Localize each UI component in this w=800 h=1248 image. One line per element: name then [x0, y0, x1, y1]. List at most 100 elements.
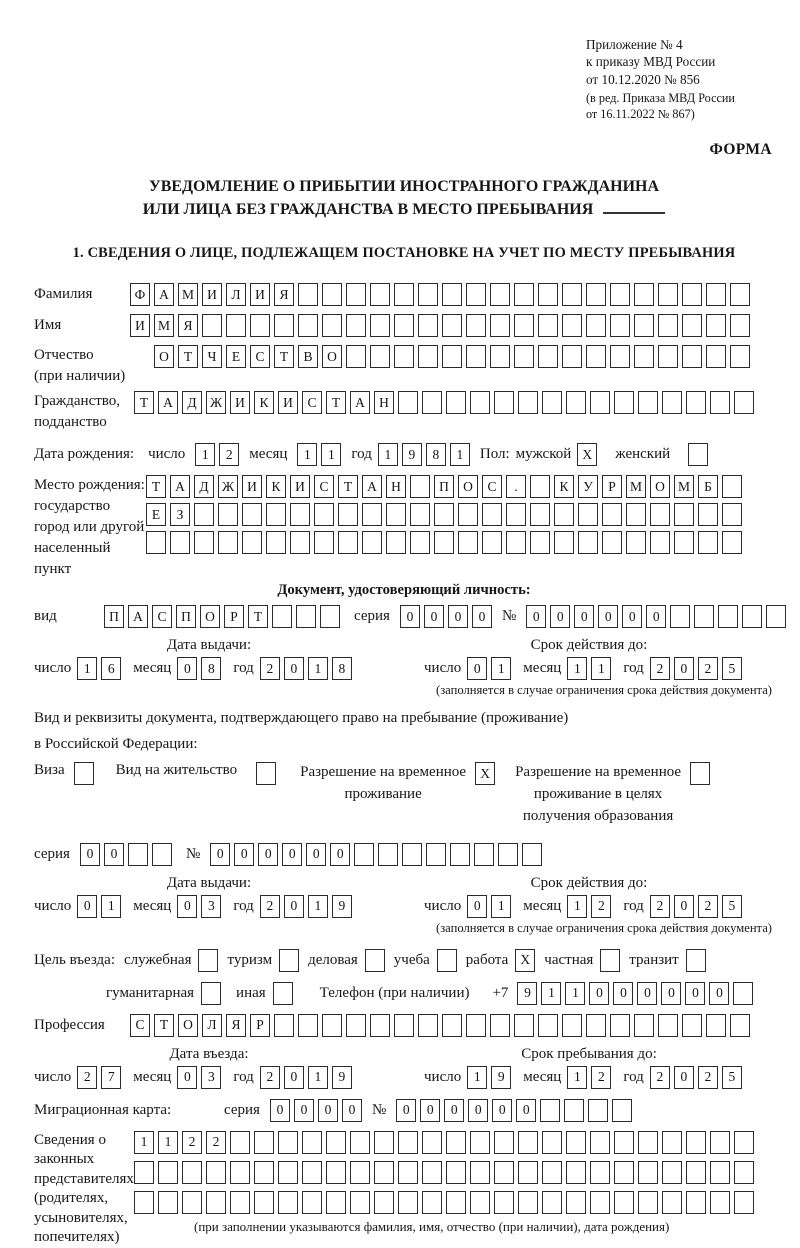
char-cell[interactable]: 0: [77, 894, 98, 918]
char-cell[interactable]: 0: [447, 605, 468, 629]
char-cell[interactable]: 8: [331, 657, 352, 681]
char-cell[interactable]: 6: [101, 657, 122, 681]
char-cell[interactable]: [134, 1190, 154, 1214]
char-cell[interactable]: 0: [283, 657, 304, 681]
char-cell[interactable]: [266, 503, 286, 527]
char-cell[interactable]: 5: [721, 657, 742, 681]
char-cell[interactable]: [242, 503, 262, 527]
char-cell[interactable]: Т: [154, 1013, 174, 1037]
char-cell[interactable]: [446, 1160, 466, 1184]
char-cell[interactable]: Т: [274, 345, 294, 369]
char-cell[interactable]: [346, 345, 366, 369]
char-cell[interactable]: [206, 1160, 226, 1184]
char-cell[interactable]: [442, 283, 462, 307]
char-cell[interactable]: 0: [516, 1098, 537, 1122]
char-cell[interactable]: [182, 1160, 202, 1184]
char-cell[interactable]: [518, 1190, 538, 1214]
char-cell[interactable]: [638, 391, 658, 415]
char-cell[interactable]: 0: [341, 1098, 362, 1122]
char-cell[interactable]: [418, 314, 438, 338]
char-cell[interactable]: [766, 605, 787, 629]
char-cell[interactable]: И: [242, 475, 262, 499]
char-cell[interactable]: [662, 1160, 682, 1184]
purpose-humanitarian-checkbox[interactable]: [201, 981, 222, 1005]
char-cell[interactable]: [682, 283, 702, 307]
char-cell[interactable]: [682, 314, 702, 338]
char-cell[interactable]: 0: [177, 894, 198, 918]
purpose-work-checkbox[interactable]: X: [515, 948, 536, 972]
char-cell[interactable]: А: [128, 605, 148, 629]
char-cell[interactable]: 0: [589, 981, 610, 1005]
char-cell[interactable]: [540, 1098, 561, 1122]
char-cell[interactable]: 1: [77, 657, 98, 681]
char-cell[interactable]: 1: [307, 657, 328, 681]
char-cell[interactable]: [326, 1190, 346, 1214]
char-cell[interactable]: [514, 283, 534, 307]
char-cell[interactable]: 2: [649, 657, 670, 681]
char-cell[interactable]: Я: [274, 283, 294, 307]
char-cell[interactable]: [250, 314, 270, 338]
char-cell[interactable]: [562, 283, 582, 307]
char-cell[interactable]: [514, 345, 534, 369]
char-cell[interactable]: 0: [661, 981, 682, 1005]
char-cell[interactable]: [566, 1190, 586, 1214]
char-cell[interactable]: [350, 1160, 370, 1184]
char-cell[interactable]: Л: [202, 1013, 222, 1037]
char-cell[interactable]: [398, 1160, 418, 1184]
char-cell[interactable]: [398, 1130, 418, 1154]
char-cell[interactable]: 0: [177, 1065, 198, 1089]
char-cell[interactable]: 2: [697, 1065, 718, 1089]
char-cell[interactable]: [730, 283, 750, 307]
char-cell[interactable]: [494, 391, 514, 415]
purpose-private-checkbox[interactable]: [600, 948, 621, 972]
char-cell[interactable]: 0: [492, 1098, 513, 1122]
char-cell[interactable]: [698, 531, 718, 555]
char-cell[interactable]: [494, 1160, 514, 1184]
char-cell[interactable]: [442, 1013, 462, 1037]
char-cell[interactable]: 8: [201, 657, 222, 681]
char-cell[interactable]: [722, 475, 742, 499]
char-cell[interactable]: [554, 531, 574, 555]
char-cell[interactable]: 8: [425, 443, 446, 467]
char-cell[interactable]: [686, 1160, 706, 1184]
char-cell[interactable]: [588, 1098, 609, 1122]
char-cell[interactable]: [686, 1130, 706, 1154]
char-cell[interactable]: Я: [178, 314, 198, 338]
char-cell[interactable]: Р: [224, 605, 244, 629]
char-cell[interactable]: [298, 1013, 318, 1037]
char-cell[interactable]: 0: [471, 605, 492, 629]
char-cell[interactable]: 5: [721, 1065, 742, 1089]
char-cell[interactable]: М: [178, 283, 198, 307]
char-cell[interactable]: 0: [210, 842, 231, 866]
char-cell[interactable]: 9: [331, 894, 352, 918]
char-cell[interactable]: [422, 1130, 442, 1154]
char-cell[interactable]: [650, 503, 670, 527]
char-cell[interactable]: Т: [326, 391, 346, 415]
char-cell[interactable]: З: [170, 503, 190, 527]
char-cell[interactable]: 1: [101, 894, 122, 918]
char-cell[interactable]: [610, 345, 630, 369]
char-cell[interactable]: 2: [77, 1065, 98, 1089]
char-cell[interactable]: [394, 314, 414, 338]
purpose-official-checkbox[interactable]: [198, 948, 219, 972]
char-cell[interactable]: 9: [491, 1065, 512, 1089]
char-cell[interactable]: [206, 1190, 226, 1214]
char-cell[interactable]: 1: [449, 443, 470, 467]
char-cell[interactable]: 1: [158, 1130, 178, 1154]
char-cell[interactable]: [279, 948, 300, 972]
char-cell[interactable]: 1: [321, 443, 342, 467]
char-cell[interactable]: [466, 283, 486, 307]
char-cell[interactable]: [386, 531, 406, 555]
char-cell[interactable]: [490, 1013, 510, 1037]
